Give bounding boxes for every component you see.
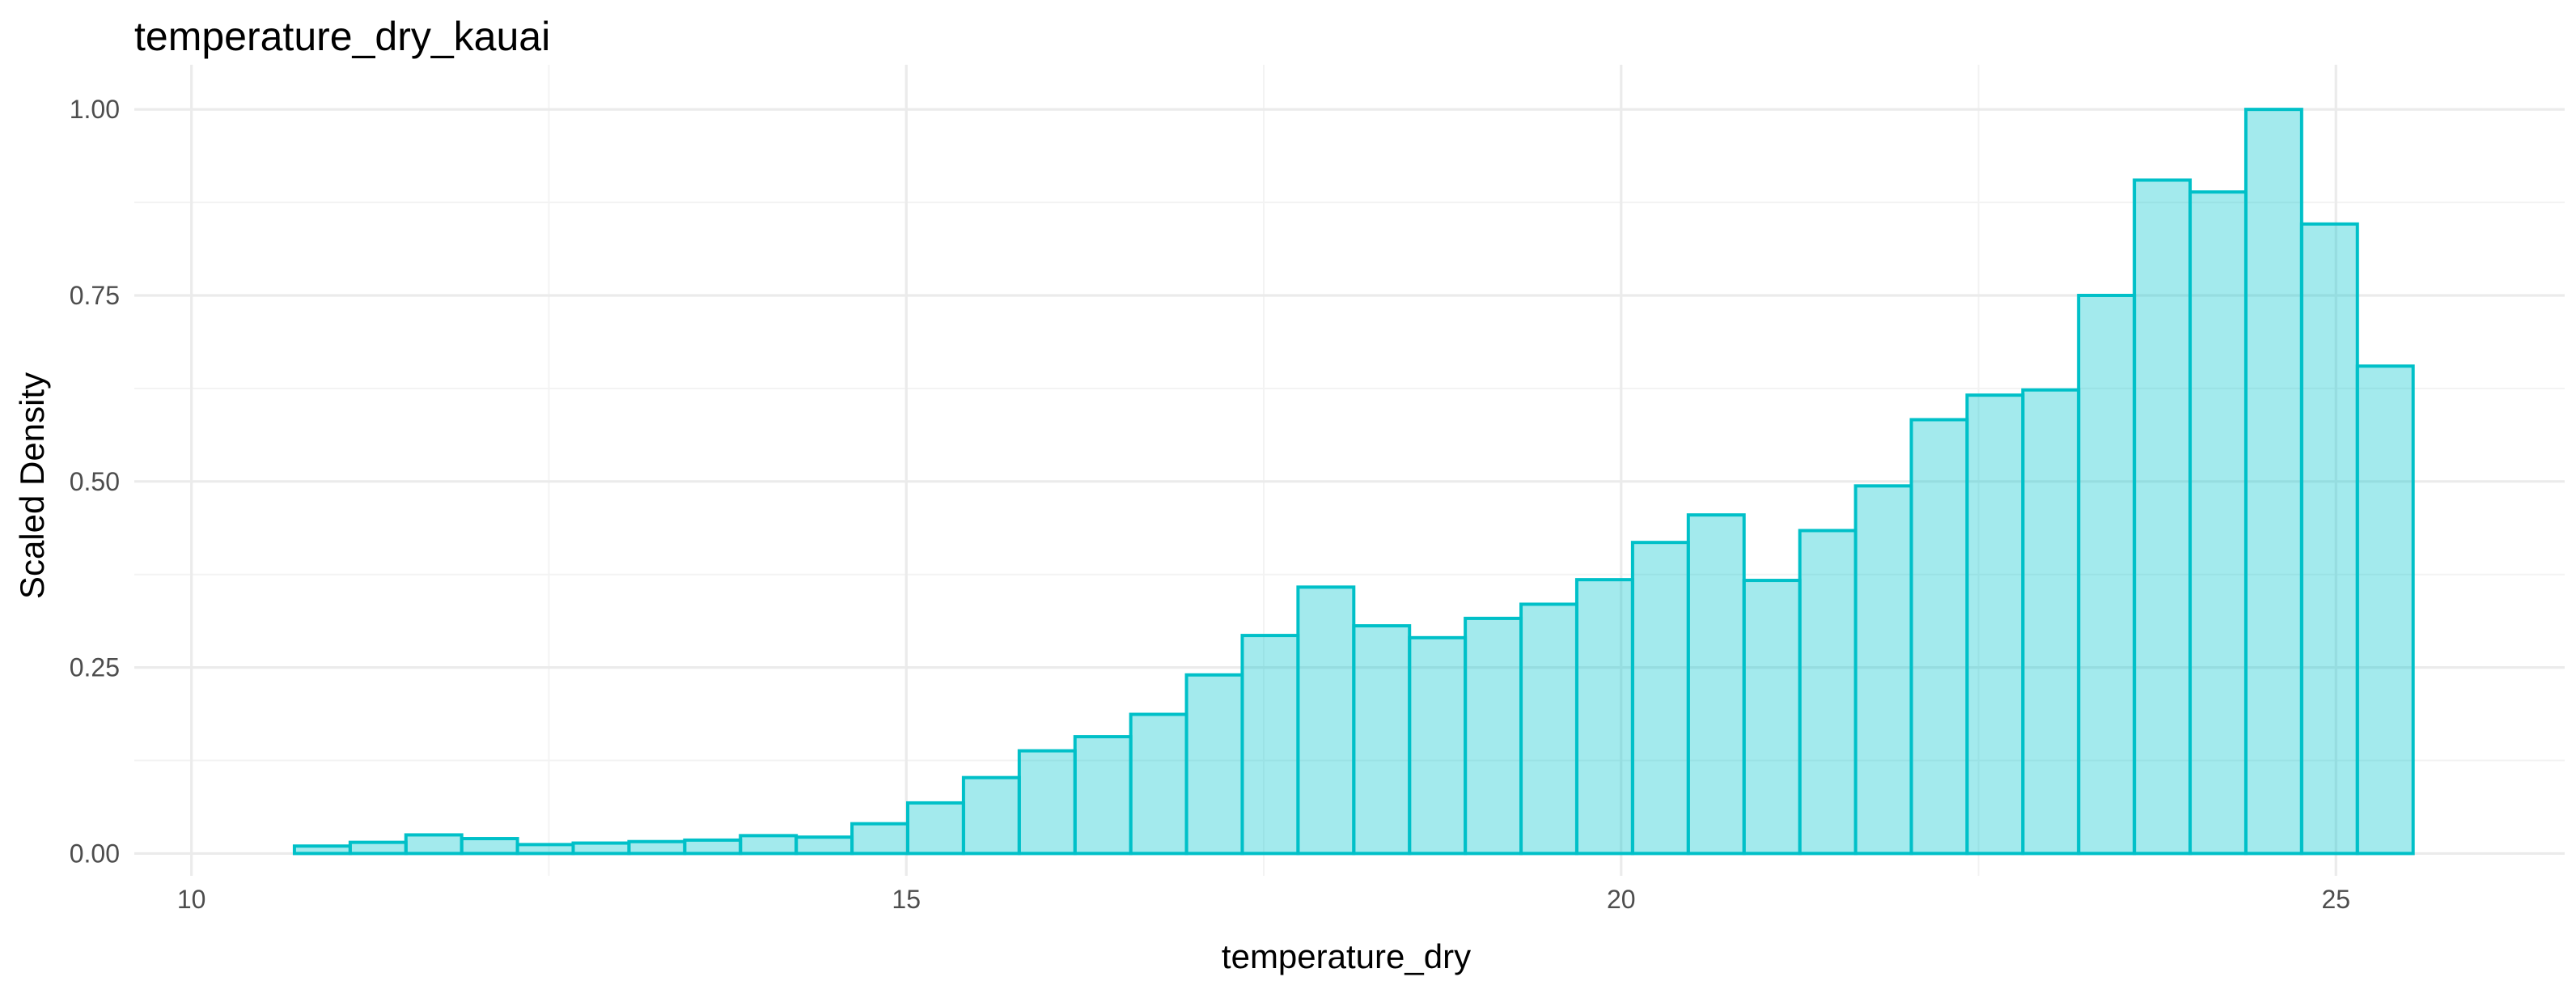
histogram-bar — [1129, 712, 1188, 856]
histogram-bar — [1519, 602, 1578, 856]
y-tick-label: 0.75 — [70, 281, 120, 310]
histogram-bar — [1073, 735, 1133, 856]
histogram-bar — [404, 833, 464, 856]
histogram-bar — [1742, 579, 1802, 856]
histogram-bar — [348, 840, 408, 856]
histogram-bar — [1574, 578, 1634, 856]
y-axis-title: Scaled Density — [13, 372, 51, 599]
histogram-bar — [2133, 178, 2193, 856]
histogram-bar — [1017, 749, 1077, 856]
histogram-bar — [1464, 616, 1523, 856]
x-tick-label: 15 — [892, 885, 921, 914]
y-tick-label: 0.50 — [70, 467, 120, 496]
histogram-bar — [905, 801, 965, 856]
histogram-bar — [1854, 484, 1913, 856]
histogram-bar — [1184, 673, 1244, 856]
y-axis-ticks: 0.00 0.25 0.50 0.75 1.00 — [70, 95, 120, 868]
histogram-bar — [292, 844, 352, 856]
grid-lines — [134, 65, 2565, 876]
histogram-bar — [2299, 222, 2359, 856]
x-axis-title: temperature_dry — [1222, 937, 1471, 975]
histogram-bar — [794, 835, 854, 856]
histogram-bar — [460, 837, 519, 856]
x-tick-label: 10 — [177, 885, 206, 914]
x-tick-label: 25 — [2321, 885, 2350, 914]
histogram-bar — [850, 822, 909, 856]
histogram-bar — [2021, 388, 2081, 856]
histogram-bar — [515, 843, 575, 856]
histogram-bar — [571, 841, 631, 856]
histogram-bar — [1240, 634, 1300, 856]
chart-title: temperature_dry_kauai — [134, 14, 550, 59]
histogram-bar — [1352, 624, 1412, 856]
histogram-bar — [961, 775, 1021, 856]
x-axis-ticks: 10 15 20 25 — [177, 885, 2350, 914]
histogram-bar — [1909, 418, 1969, 856]
y-tick-label: 0.00 — [70, 839, 120, 868]
histogram-bar — [2077, 293, 2137, 856]
histogram-bar — [683, 838, 743, 856]
histogram-bar — [739, 834, 799, 856]
histogram-bar — [2243, 108, 2303, 856]
histogram-bars — [292, 108, 2415, 856]
histogram-bar — [1296, 585, 1356, 856]
histogram-bar — [1686, 513, 1746, 856]
histogram-bar — [2355, 364, 2415, 856]
histogram-bar — [1408, 635, 1468, 856]
y-tick-label: 0.25 — [70, 653, 120, 682]
histogram-bar — [2188, 190, 2248, 856]
x-tick-label: 20 — [1607, 885, 1636, 914]
histogram-bar — [1630, 541, 1690, 856]
histogram-bar — [1798, 529, 1858, 856]
histogram-bar — [627, 839, 687, 856]
y-tick-label: 1.00 — [70, 95, 120, 124]
histogram-bar — [1965, 393, 2025, 856]
